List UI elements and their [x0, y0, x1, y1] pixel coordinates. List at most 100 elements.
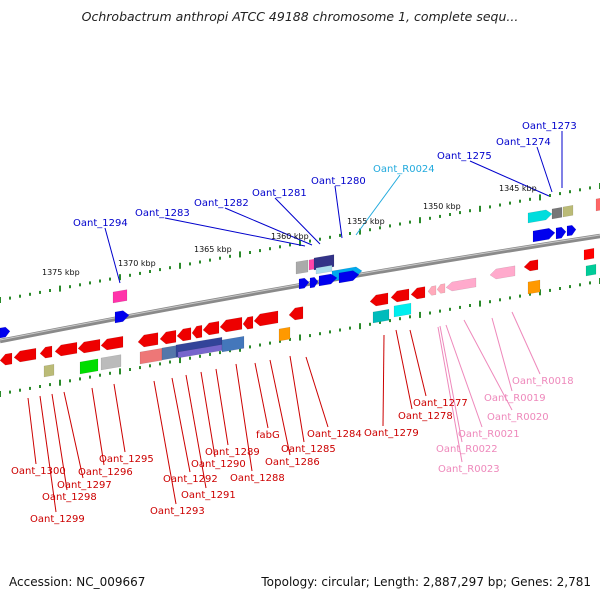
minor-tick — [529, 197, 531, 201]
feature-block[interactable] — [161, 345, 179, 361]
feature-block[interactable] — [112, 289, 128, 304]
gene-arrow[interactable] — [338, 270, 360, 284]
gene-arrow[interactable] — [191, 325, 203, 339]
minor-tick — [189, 262, 191, 266]
gene-label[interactable]: Oant_1288 — [230, 473, 285, 484]
gene-label[interactable]: Oant_1284 — [307, 429, 362, 440]
gene-arrow[interactable] — [555, 226, 567, 240]
gene-label[interactable]: Oant_1283 — [135, 208, 190, 219]
gene-label[interactable]: Oant_1294 — [73, 218, 128, 229]
rna-label[interactable]: Oant_R0019 — [484, 393, 546, 404]
gene-arrow[interactable] — [39, 345, 53, 359]
gene-arrow[interactable] — [100, 336, 124, 351]
gene-label[interactable]: Oant_1296 — [78, 467, 133, 478]
rna-label[interactable]: Oant_R0022 — [436, 444, 498, 455]
gene-arrow[interactable] — [0, 326, 11, 339]
gene-label[interactable]: fabG — [256, 430, 280, 441]
gene-label[interactable]: Oant_1295 — [99, 454, 154, 465]
gene-label[interactable]: Oant_1290 — [191, 459, 246, 470]
gene-arrow[interactable] — [527, 209, 553, 224]
minor-tick — [449, 213, 451, 216]
gene-label[interactable]: Oant_1286 — [265, 457, 320, 468]
rna-label[interactable]: Oant_R0020 — [487, 412, 549, 423]
gene-arrow[interactable] — [242, 316, 254, 330]
gene-arrow[interactable] — [318, 273, 338, 287]
leader-line — [104, 227, 121, 284]
rna-label[interactable]: Oant_R0024 — [373, 164, 435, 175]
gene-arrow[interactable] — [176, 327, 192, 342]
gene-label[interactable]: Oant_1292 — [163, 474, 218, 485]
feature-block[interactable] — [79, 358, 99, 375]
gene-arrow[interactable] — [410, 286, 426, 300]
gene-label[interactable]: Oant_1273 — [522, 121, 577, 132]
gene-arrow[interactable] — [309, 277, 319, 289]
leader-line — [215, 368, 229, 446]
gene-label[interactable]: Oant_1278 — [398, 411, 453, 422]
gene-arrow[interactable] — [54, 342, 78, 357]
gene-label[interactable]: Oant_1289 — [205, 447, 260, 458]
gene-label[interactable]: Oant_1297 — [57, 480, 112, 491]
minor-tick — [269, 247, 271, 251]
gene-label[interactable]: Oant_1298 — [42, 492, 97, 503]
gene-label[interactable]: Oant_1279 — [364, 428, 419, 439]
feature-block[interactable] — [43, 364, 55, 378]
gene-arrow[interactable] — [390, 288, 410, 303]
gene-arrow[interactable] — [202, 321, 220, 336]
feature-block[interactable] — [585, 264, 597, 277]
gene-arrow[interactable] — [13, 348, 37, 363]
gene-arrow[interactable] — [532, 228, 556, 243]
leader-line — [437, 326, 463, 463]
feature-block[interactable] — [221, 336, 245, 353]
rna-label[interactable]: Oant_R0023 — [438, 464, 500, 475]
gene-label[interactable]: Oant_1299 — [30, 514, 85, 525]
gene-label[interactable]: Oant_1280 — [311, 176, 366, 187]
rna-arrow[interactable] — [489, 265, 516, 280]
minor-tick — [209, 258, 211, 262]
gene-label[interactable]: Oant_1291 — [181, 490, 236, 501]
feature-block[interactable] — [393, 302, 412, 318]
gene-arrow[interactable] — [114, 310, 130, 324]
minor-tick — [319, 237, 321, 241]
major-tick — [299, 240, 301, 246]
gene-label[interactable]: Oant_1274 — [496, 137, 551, 148]
feature-block[interactable] — [595, 198, 600, 212]
gene-label[interactable]: Oant_1285 — [281, 444, 336, 455]
gene-arrow[interactable] — [0, 352, 13, 366]
gene-label[interactable]: Oant_1275 — [437, 151, 492, 162]
feature-block[interactable] — [583, 248, 595, 261]
minor-tick — [309, 334, 311, 338]
minor-tick — [139, 271, 141, 275]
feature-block[interactable] — [551, 207, 563, 220]
gene-arrow[interactable] — [566, 224, 577, 237]
minor-tick — [19, 388, 21, 392]
gene-label[interactable]: Oant_1293 — [150, 506, 205, 517]
gene-label[interactable]: Oant_1277 — [413, 398, 468, 409]
feature-block[interactable] — [295, 259, 309, 275]
rna-label[interactable]: Oant_R0018 — [512, 376, 574, 387]
gene-arrow[interactable] — [137, 332, 159, 348]
gene-label[interactable]: Oant_1282 — [194, 198, 249, 209]
feature-block[interactable] — [278, 326, 291, 342]
feature-block[interactable] — [139, 348, 163, 365]
feature-block[interactable] — [100, 354, 122, 371]
gene-arrow[interactable] — [219, 317, 243, 333]
rna-arrow[interactable] — [445, 277, 477, 292]
gene-arrow[interactable] — [253, 310, 279, 327]
gene-arrow[interactable] — [288, 306, 304, 321]
gene-arrow[interactable] — [523, 259, 539, 272]
minor-tick — [39, 385, 41, 388]
gene-label[interactable]: Oant_1281 — [252, 188, 307, 199]
gene-arrow[interactable] — [298, 277, 310, 290]
rna-arrow[interactable] — [436, 283, 446, 294]
gene-arrow[interactable] — [159, 330, 177, 345]
minor-tick — [409, 315, 411, 319]
feature-block[interactable] — [562, 205, 574, 218]
gene-label[interactable]: Oant_1300 — [11, 466, 66, 477]
rna-label[interactable]: Oant_R0021 — [458, 429, 520, 440]
gene-arrow[interactable] — [77, 339, 101, 354]
minor-tick — [129, 273, 131, 277]
rna-arrow[interactable] — [427, 285, 437, 296]
gene-arrow[interactable] — [369, 292, 389, 307]
feature-block[interactable] — [372, 309, 390, 324]
feature-block[interactable] — [527, 279, 541, 295]
